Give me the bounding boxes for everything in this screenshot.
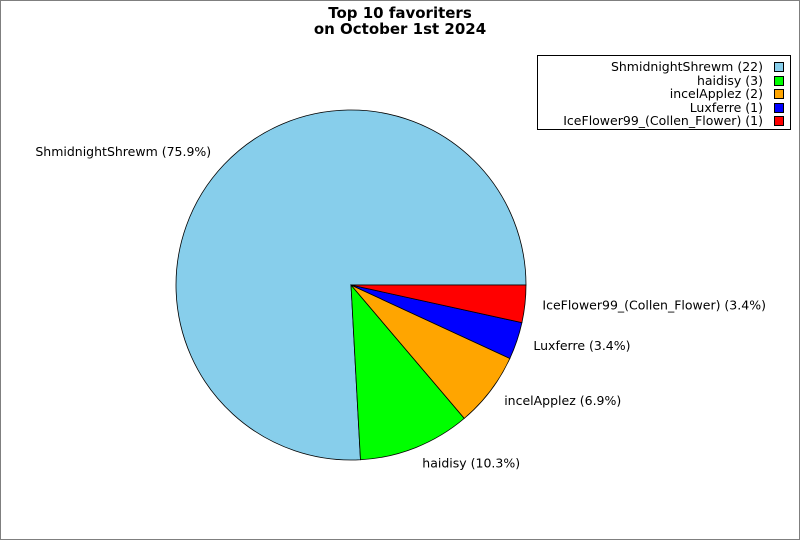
legend-label-1: haidisy (3)	[696, 72, 763, 88]
legend-item-3: Luxferre (1)	[689, 99, 784, 115]
legend-swatch-1	[774, 75, 784, 86]
pie-slice-label-4: IceFlower99_(Collen_Flower) (3.4%)	[542, 297, 766, 312]
legend-swatch-3	[774, 102, 784, 113]
legend-label-4: IceFlower99_(Collen_Flower) (1)	[563, 113, 763, 129]
legend-item-1: haidisy (3)	[696, 72, 784, 88]
legend-swatch-0	[774, 62, 784, 72]
pie-slice-label-2: incelApplez (6.9%)	[504, 393, 621, 408]
chart-title: Top 10 favoriters on October 1st 2024	[1, 5, 799, 37]
pie-slice-label-1: haidisy (10.3%)	[422, 455, 520, 470]
legend-swatch-2	[774, 89, 784, 100]
pie-labels: ShmidnightShrewm (75.9%) haidisy (10.3%) i…	[35, 144, 766, 470]
chart-legend: ShmidnightShrewm (22) haidisy (3) incelApp…	[537, 55, 791, 130]
pie-slice-label-0: ShmidnightShrewm (75.9%)	[35, 144, 211, 159]
legend-label-2: incelApplez (2)	[669, 86, 763, 102]
pie-slice-1	[350, 283, 465, 461]
legend-item-4: IceFlower99_(Collen_Flower) (1)	[563, 114, 784, 128]
legend-label-3: Luxferre (1)	[689, 99, 763, 115]
pie-slices	[175, 109, 527, 461]
chart-title-line-2: on October 1st 2024	[313, 20, 487, 38]
legend-item-2: incelApplez (2)	[670, 87, 784, 101]
legend-item-0: ShmidnightShrewm (22)	[611, 60, 784, 74]
pie-slice-label-3: Luxferre (3.4%)	[533, 338, 630, 353]
pie-slice-4	[350, 284, 527, 324]
legend-label-0: ShmidnightShrewm (22)	[610, 59, 763, 74]
chart-title-line-1: Top 10 favoriters	[328, 4, 472, 22]
legend-swatch-4	[774, 116, 784, 127]
